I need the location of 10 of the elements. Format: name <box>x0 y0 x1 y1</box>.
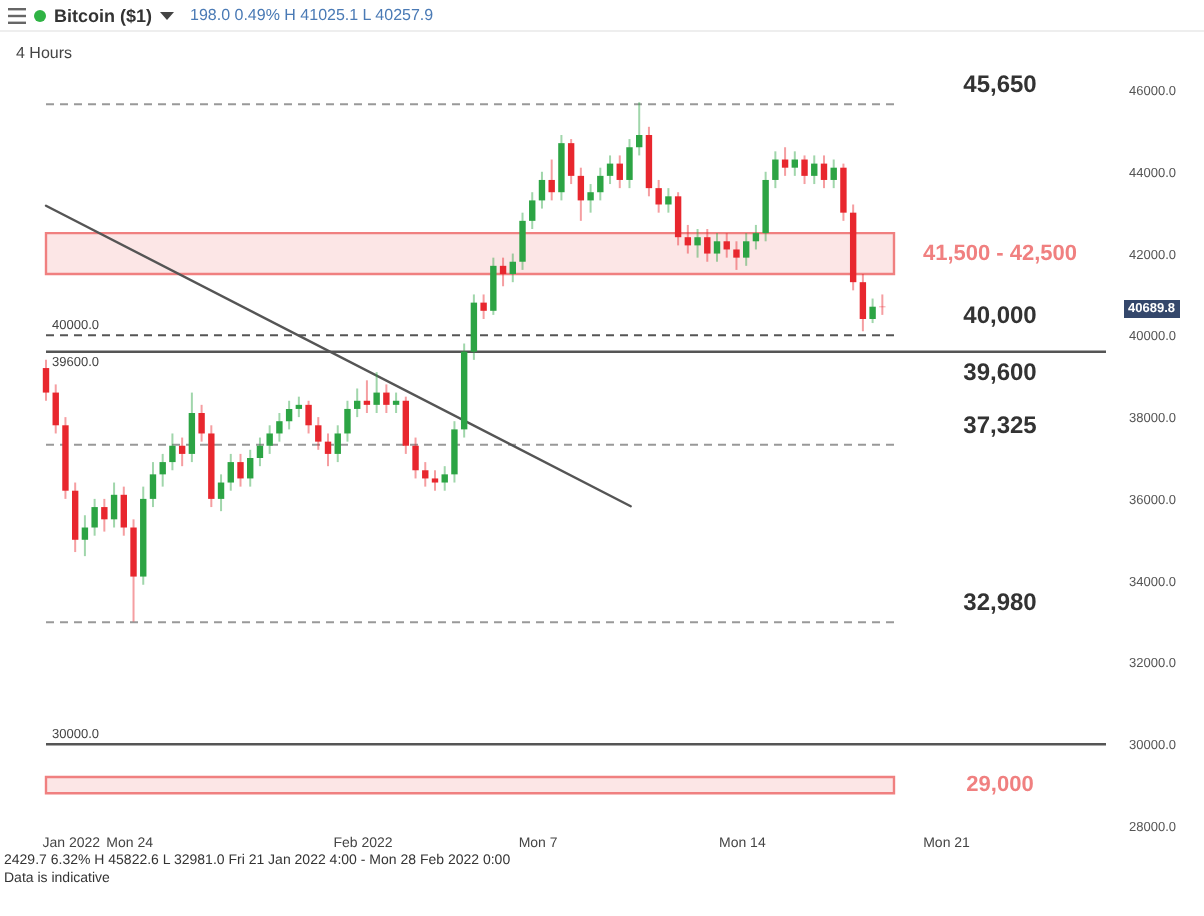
text: 4 Hours <box>16 44 75 62</box>
ref-line-label: 40,000 <box>963 301 1038 330</box>
ref-line-label: 39,600 <box>963 357 1038 386</box>
band-label: 29,000 <box>966 773 1034 798</box>
chart-subtitle: 198.0 0.49% H 41025.1 L 40257.9 <box>190 6 434 24</box>
ref-line-label: 37,325 <box>963 410 1038 439</box>
ref-line-label: 45,650 <box>963 70 1038 99</box>
band-label: 41,500 - 42,500 <box>922 241 1078 266</box>
ref-line-label: 32,980 <box>963 588 1038 617</box>
chart-title: Bitcoin ($1) <box>54 5 153 25</box>
